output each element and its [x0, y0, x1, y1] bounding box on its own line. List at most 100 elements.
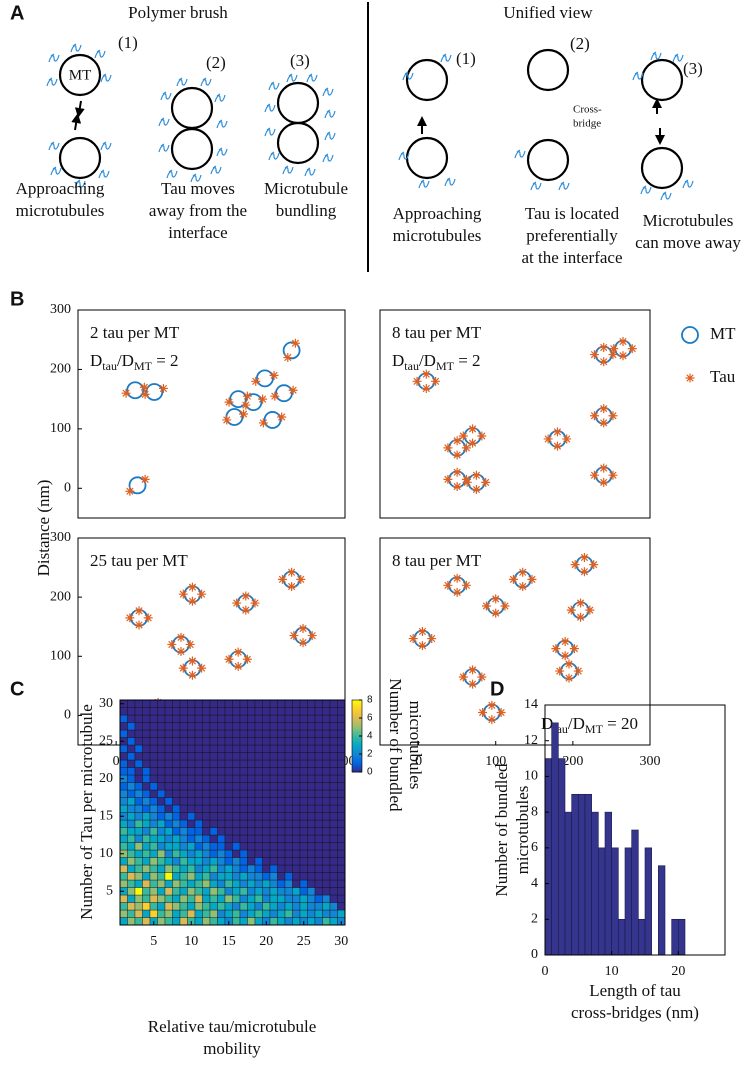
heatmap-cell [172, 827, 181, 836]
heatmap-cell [142, 857, 151, 866]
heatmap-cell [164, 894, 173, 903]
heatmap-cell [224, 804, 233, 813]
heatmap-cell [142, 714, 151, 723]
ratio-part: D [392, 351, 404, 370]
heatmap-cell [149, 842, 158, 851]
caption: Approaching [16, 179, 105, 198]
heatmap-cell [164, 804, 173, 813]
heatmap-cell [127, 909, 136, 918]
tau-marker [417, 641, 427, 651]
heatmap-cell [179, 909, 188, 918]
heatmap-cell [164, 864, 173, 873]
tau-marker [570, 560, 580, 570]
heatmap-cell [322, 707, 331, 716]
heatmap-cell [337, 722, 346, 731]
heatmap-cell [202, 834, 211, 843]
tau-glyph [324, 109, 336, 119]
heatmap-cell [307, 872, 316, 881]
heatmap-cell [157, 722, 166, 731]
tau-marker [121, 388, 131, 398]
heatmap-cell [157, 744, 166, 753]
heatmap-cell [277, 774, 286, 783]
heatmap-cell [262, 894, 271, 903]
heatmap-cell [307, 722, 316, 731]
mt-circle [640, 58, 684, 102]
heatmap-cell [337, 834, 346, 843]
heatmap-cell [157, 834, 166, 843]
step-label: (1) [456, 49, 476, 68]
heatmap-cell [284, 737, 293, 746]
heatmap-cell [232, 864, 241, 873]
heatmap-cell [292, 887, 301, 896]
y-tick-label: 25 [99, 733, 113, 748]
heatmap-cell [269, 759, 278, 768]
tau-marker [477, 431, 487, 441]
heatmap-cell [247, 834, 256, 843]
mt-label: MT [69, 67, 92, 83]
heatmap-cell [149, 729, 158, 738]
heatmap-cell [329, 909, 338, 918]
heatmap-cell [314, 887, 323, 896]
tau-marker [461, 580, 471, 590]
colorbar-segment [352, 732, 362, 735]
y-tick-label: 200 [50, 362, 71, 377]
heatmap-cell [127, 789, 136, 798]
heatmap-cell [307, 782, 316, 791]
heatmap-cell [157, 767, 166, 776]
heatmap-cell [149, 894, 158, 903]
heatmap-cell [209, 917, 218, 926]
heatmap-cell [299, 722, 308, 731]
heatmap-cell [217, 842, 226, 851]
heatmap-cell [299, 759, 308, 768]
heatmap-cell [247, 819, 256, 828]
heatmap-cell [142, 767, 151, 776]
tau-glyph [514, 149, 526, 159]
heatmap-cell [134, 864, 143, 873]
heatmap-cell [284, 902, 293, 911]
heatmap-cell [247, 752, 256, 761]
heatmap-cell [187, 782, 196, 791]
tau-marker [296, 574, 306, 584]
heatmap-cell [172, 849, 181, 858]
heatmap-cell [247, 782, 256, 791]
heatmap-cell [187, 842, 196, 851]
heatmap-cell [157, 699, 166, 708]
heatmap-cell [194, 827, 203, 836]
heatmap-cell [307, 759, 316, 768]
heatmap-cell [217, 887, 226, 896]
tau-marker [288, 385, 298, 395]
heatmap-cell [239, 902, 248, 911]
histogram-bar [631, 829, 639, 956]
heatmap-cell [314, 782, 323, 791]
heatmap-cell [299, 797, 308, 806]
plot-frame [379, 309, 651, 519]
colorbar-segment [352, 745, 362, 748]
heatmap-cell [329, 767, 338, 776]
heatmap-cell [314, 759, 323, 768]
heatmap-cell [277, 887, 286, 896]
heatmap-cell [217, 812, 226, 821]
heatmap-cell [179, 737, 188, 746]
histogram-bar [578, 793, 586, 956]
heatmap-cell [247, 857, 256, 866]
heatmap-cell [254, 699, 263, 708]
tau-marker [576, 612, 586, 622]
tau-marker [552, 441, 562, 451]
heatmap-cell [322, 812, 331, 821]
heatmap-cell [194, 707, 203, 716]
x-axis-label: Relative tau/microtubule [148, 1017, 317, 1036]
heatmap-cell [284, 857, 293, 866]
heatmap-cell [239, 774, 248, 783]
heatmap-cell [209, 729, 218, 738]
heatmap-cell [224, 909, 233, 918]
heatmap-cell [194, 864, 203, 873]
heatmap-cell [269, 864, 278, 873]
tau-glyph [304, 167, 316, 177]
tau-marker [508, 574, 518, 584]
tau-marker [251, 376, 261, 386]
heatmap-cell [269, 804, 278, 813]
heatmap-cell [232, 782, 241, 791]
heatmap-cell [322, 722, 331, 731]
heatmap-cell [127, 887, 136, 896]
heatmap-cell [262, 864, 271, 873]
